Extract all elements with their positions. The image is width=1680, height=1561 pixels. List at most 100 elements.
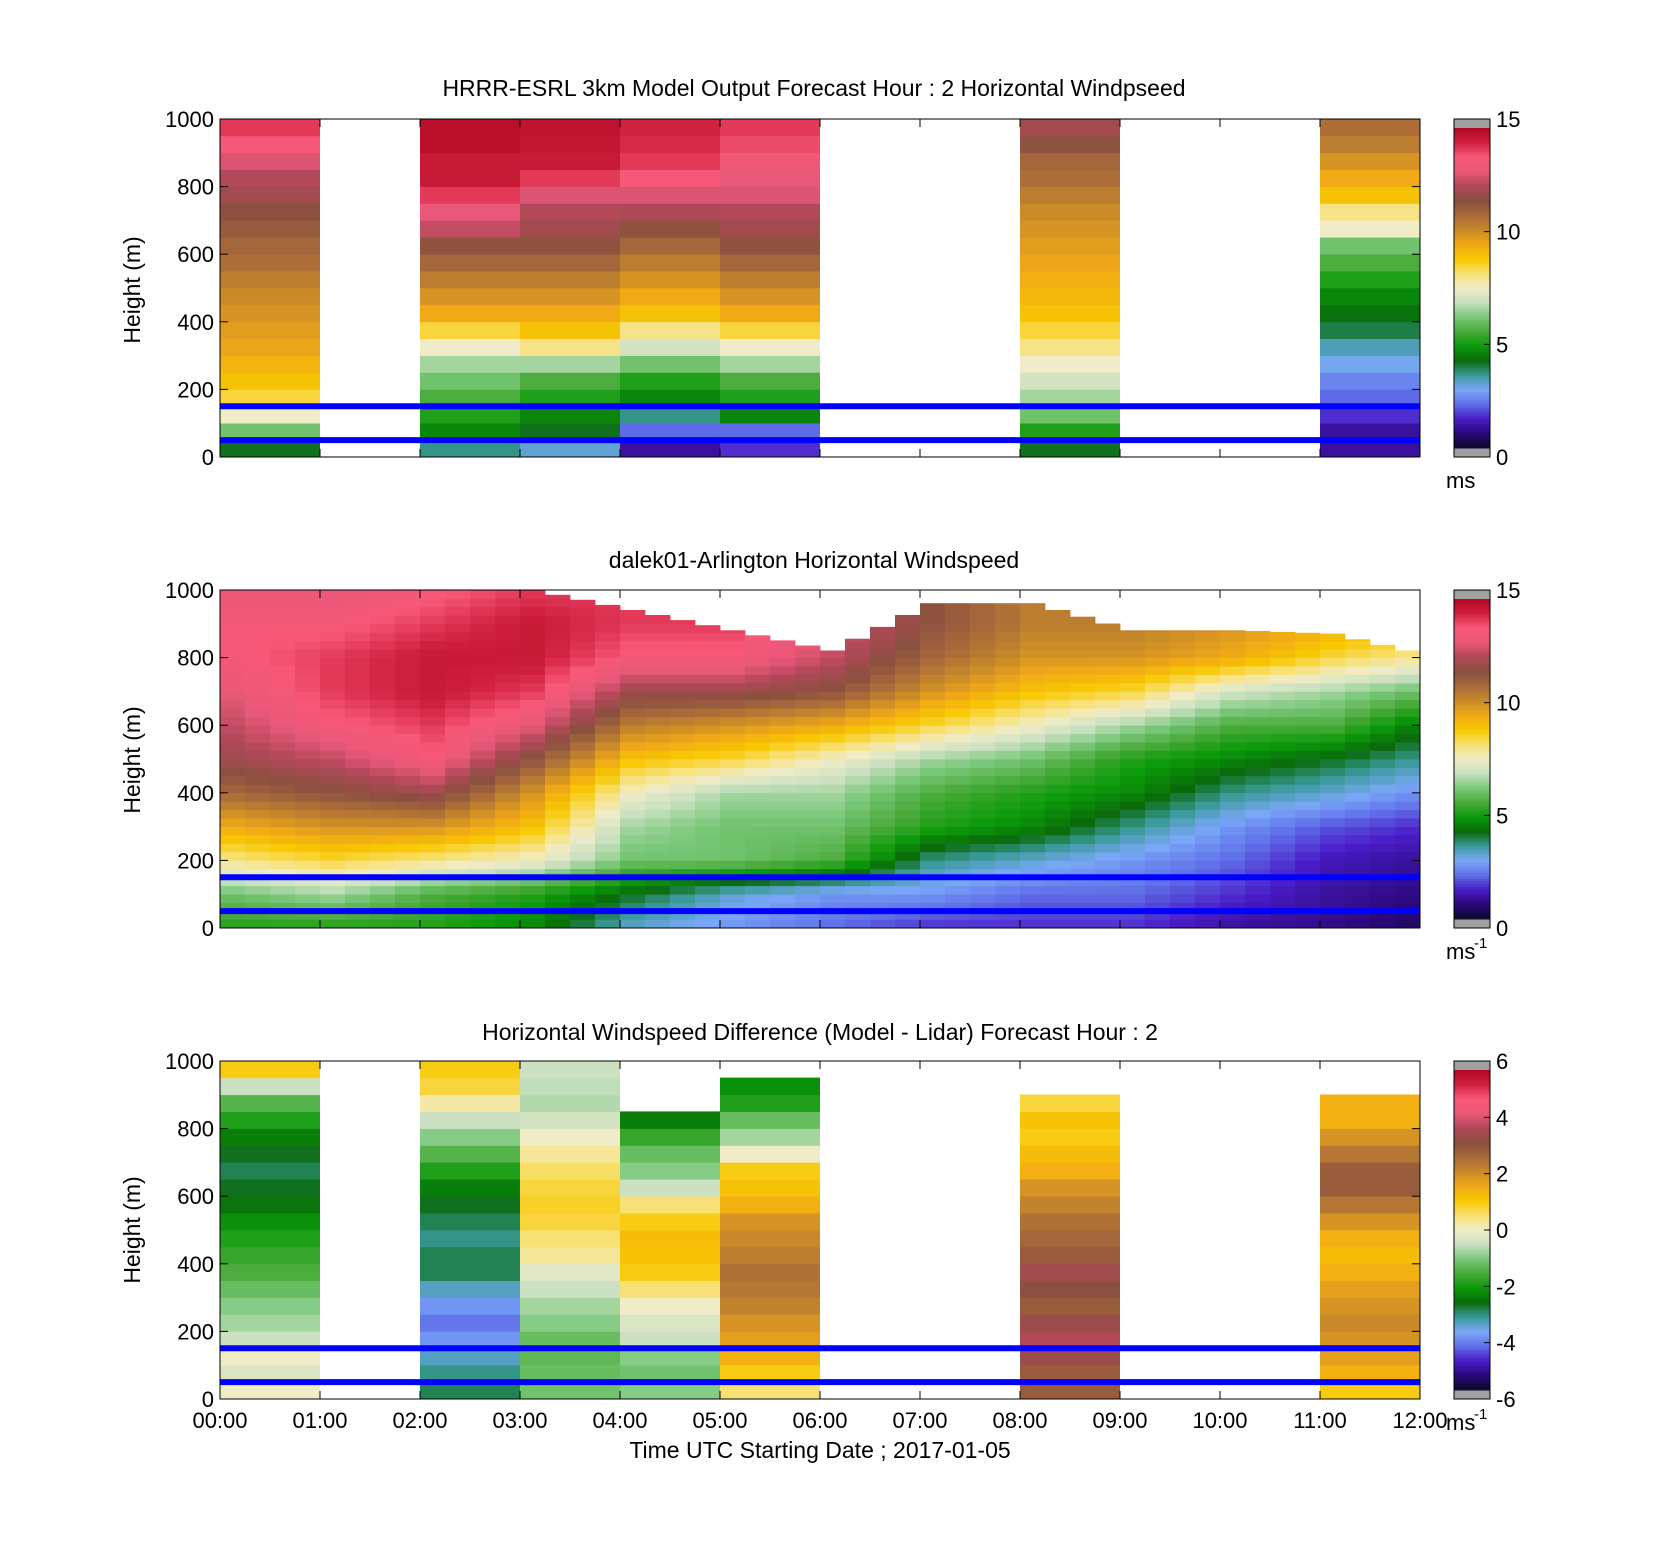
heatmap-cell (370, 843, 396, 853)
heatmap-cell (295, 809, 321, 819)
colorbar-swatch (1454, 1304, 1490, 1308)
heatmap-cell (570, 893, 596, 903)
heatmap-cell (870, 682, 896, 692)
heatmap-cell (520, 287, 620, 306)
heatmap-cell (420, 1060, 520, 1079)
heatmap-cell (545, 826, 571, 836)
heatmap-cell (270, 784, 296, 794)
heatmap-cell (620, 784, 646, 794)
heatmap-cell (1270, 902, 1296, 912)
heatmap-cell (570, 716, 596, 726)
colorbar-swatch (1454, 317, 1490, 321)
heatmap-cell (1395, 758, 1421, 768)
heatmap-cell (420, 834, 446, 844)
heatmap-cell (1395, 716, 1421, 726)
heatmap-cell (920, 784, 946, 794)
heatmap-cell (520, 716, 546, 726)
heatmap-cell (620, 152, 720, 170)
heatmap-cell (1195, 801, 1221, 811)
y-tick-label: 200 (177, 1319, 214, 1344)
heatmap-cell (920, 691, 946, 701)
colorbar-swatch (1454, 1182, 1490, 1186)
heatmap-cell (220, 606, 246, 616)
heatmap-cell (620, 691, 646, 701)
colorbar-swatch (1454, 434, 1490, 438)
heatmap-cell (1020, 1348, 1120, 1366)
heatmap-cell (520, 1162, 620, 1180)
heatmap-cell (295, 910, 321, 920)
heatmap-cell (1270, 792, 1296, 802)
heatmap-cell (220, 716, 246, 726)
colorbar-swatch (1454, 700, 1490, 704)
heatmap-cell (870, 792, 896, 802)
heatmap-cell (920, 902, 946, 912)
heatmap-cell (520, 439, 620, 458)
heatmap-cell (1395, 784, 1421, 794)
heatmap-cell (970, 691, 996, 701)
colorbar-swatch (1454, 1267, 1490, 1271)
heatmap-cell (520, 640, 546, 650)
heatmap-cell (245, 860, 271, 870)
heatmap-cell (395, 750, 421, 760)
colorbar-swatch (1454, 266, 1490, 270)
heatmap-cell (1020, 152, 1120, 170)
heatmap-cell (795, 784, 821, 794)
colorbar-swatch (1454, 146, 1490, 150)
colorbar-swatch (1454, 338, 1490, 342)
colorbar-swatch (1454, 221, 1490, 225)
heatmap-cell (620, 648, 646, 658)
heatmap-cell (795, 648, 821, 658)
heatmap-cell (895, 885, 921, 895)
heatmap-cell (420, 623, 446, 633)
heatmap-cell (645, 632, 671, 642)
heatmap-cell (720, 657, 746, 667)
heatmap-cell (1320, 767, 1346, 777)
heatmap-cell (720, 1195, 820, 1214)
heatmap-cell (1145, 758, 1171, 768)
colorbar-swatch (1454, 1155, 1490, 1159)
heatmap-cell (320, 758, 346, 768)
heatmap-cell (1220, 640, 1246, 650)
heatmap-cell (220, 860, 246, 870)
heatmap-cell (1220, 834, 1246, 844)
heatmap-cell (295, 885, 321, 895)
heatmap-cell (720, 784, 746, 794)
heatmap-cell (595, 741, 621, 751)
heatmap-cell (995, 834, 1021, 844)
colorbar-swatch (1454, 341, 1490, 345)
colorbar-swatch (1454, 386, 1490, 390)
heatmap-cell (645, 902, 671, 912)
colorbar-swatch (1454, 429, 1490, 433)
heatmap-cell (1395, 893, 1421, 903)
heatmap-cell (1320, 1162, 1420, 1180)
heatmap-cell (770, 733, 796, 743)
heatmap-cell (695, 843, 721, 853)
heatmap-cell (970, 801, 996, 811)
colorbar-swatch (1454, 1251, 1490, 1255)
heatmap-cell (1320, 843, 1346, 853)
panel-3-title: Horizontal Windspeed Difference (Model -… (482, 1019, 1158, 1045)
heatmap-cell (745, 801, 771, 811)
heatmap-cell (220, 1280, 320, 1298)
heatmap-cell (520, 885, 546, 895)
heatmap-cell (1320, 1331, 1420, 1349)
heatmap-cell (1095, 910, 1121, 920)
heatmap-cell (995, 817, 1021, 827)
heatmap-cell (795, 801, 821, 811)
heatmap-cell (1345, 733, 1371, 743)
heatmap-cell (1045, 893, 1071, 903)
colorbar-swatch (1454, 413, 1490, 417)
heatmap-cell (620, 1297, 720, 1315)
heatmap-cell (820, 767, 846, 777)
colorbar-swatch (1454, 1070, 1490, 1074)
heatmap-cell (1245, 801, 1271, 811)
heatmap-cell (895, 775, 921, 785)
heatmap-cell (895, 919, 921, 929)
heatmap-cell (970, 708, 996, 718)
heatmap-cell (220, 406, 320, 424)
heatmap-cell (1145, 691, 1171, 701)
heatmap-cell (595, 604, 621, 608)
heatmap-cell (320, 826, 346, 836)
heatmap-cell (1170, 767, 1196, 777)
heatmap-cell (270, 868, 296, 878)
